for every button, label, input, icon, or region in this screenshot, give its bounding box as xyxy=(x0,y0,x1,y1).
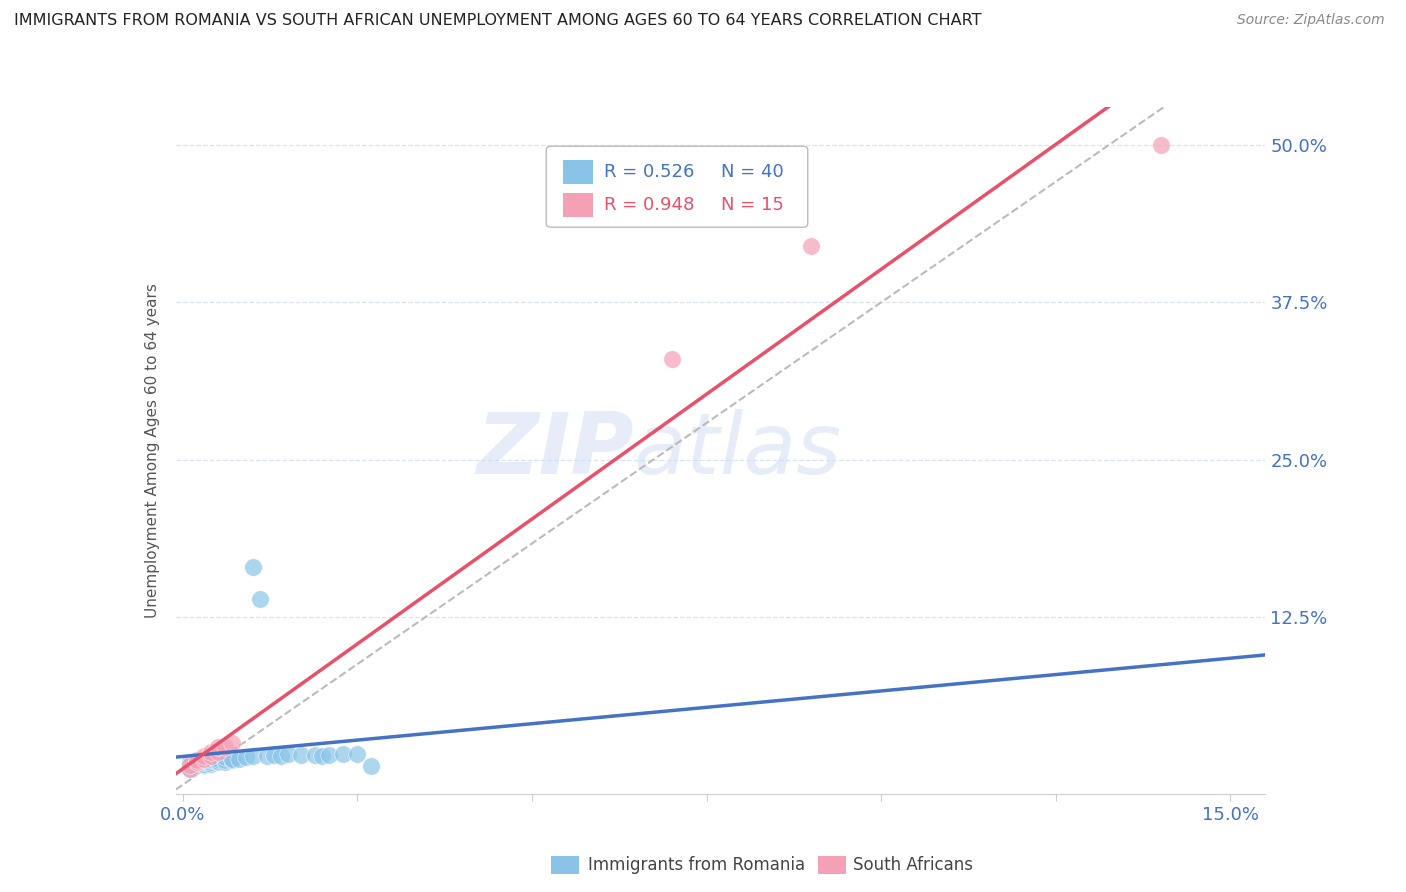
Point xyxy=(179,762,201,776)
Point xyxy=(193,753,215,767)
Point xyxy=(318,747,340,762)
Point xyxy=(186,753,208,767)
Point xyxy=(311,749,333,764)
Point xyxy=(214,750,236,764)
Point xyxy=(263,747,285,762)
Point xyxy=(179,758,201,772)
Point xyxy=(235,750,257,764)
Y-axis label: Unemployment Among Ages 60 to 64 years: Unemployment Among Ages 60 to 64 years xyxy=(145,283,160,618)
Text: ZIP: ZIP xyxy=(475,409,633,492)
Point xyxy=(800,238,823,252)
Point xyxy=(200,753,222,767)
Point xyxy=(193,754,215,768)
Text: N = 40: N = 40 xyxy=(721,163,783,181)
Point xyxy=(221,751,243,765)
Point xyxy=(290,747,312,762)
Text: atlas: atlas xyxy=(633,409,841,492)
Point xyxy=(193,758,215,772)
Point xyxy=(346,747,368,761)
Text: R = 0.948: R = 0.948 xyxy=(605,195,695,213)
Point xyxy=(221,753,243,767)
Point xyxy=(193,751,215,765)
Point xyxy=(1149,137,1171,152)
Point xyxy=(186,756,208,770)
Point xyxy=(304,747,326,762)
Point xyxy=(200,745,222,759)
Text: South Africans: South Africans xyxy=(853,856,973,874)
Point xyxy=(661,352,683,367)
Point xyxy=(221,736,243,750)
Point xyxy=(186,756,208,770)
Point xyxy=(200,751,222,765)
Point xyxy=(214,740,236,755)
Point xyxy=(207,740,229,755)
Point xyxy=(179,758,201,772)
Point xyxy=(186,753,208,767)
Point xyxy=(193,749,215,764)
Point xyxy=(200,756,222,770)
Point xyxy=(186,756,208,770)
Point xyxy=(179,762,201,776)
Text: N = 15: N = 15 xyxy=(721,195,783,213)
Point xyxy=(214,753,236,767)
Point xyxy=(270,749,292,764)
Point xyxy=(207,745,229,759)
Bar xyxy=(562,193,593,217)
Point xyxy=(332,747,354,761)
Point xyxy=(207,756,229,770)
Bar xyxy=(562,161,593,185)
Point xyxy=(200,749,222,764)
Point xyxy=(186,758,208,772)
Text: Immigrants from Romania: Immigrants from Romania xyxy=(588,856,804,874)
Point xyxy=(242,749,264,764)
Point xyxy=(360,759,382,773)
Point xyxy=(193,756,215,770)
Point xyxy=(249,591,271,606)
Point xyxy=(256,749,278,764)
Text: IMMIGRANTS FROM ROMANIA VS SOUTH AFRICAN UNEMPLOYMENT AMONG AGES 60 TO 64 YEARS : IMMIGRANTS FROM ROMANIA VS SOUTH AFRICAN… xyxy=(14,13,981,29)
Point xyxy=(214,756,236,770)
Point xyxy=(242,560,264,574)
Text: Source: ZipAtlas.com: Source: ZipAtlas.com xyxy=(1237,13,1385,28)
FancyBboxPatch shape xyxy=(546,146,807,227)
Point xyxy=(207,754,229,768)
Point xyxy=(200,756,222,771)
Point xyxy=(276,747,298,761)
Point xyxy=(228,751,250,765)
Point xyxy=(207,751,229,765)
Point xyxy=(193,756,215,771)
Point xyxy=(179,756,201,770)
Text: R = 0.526: R = 0.526 xyxy=(605,163,695,181)
